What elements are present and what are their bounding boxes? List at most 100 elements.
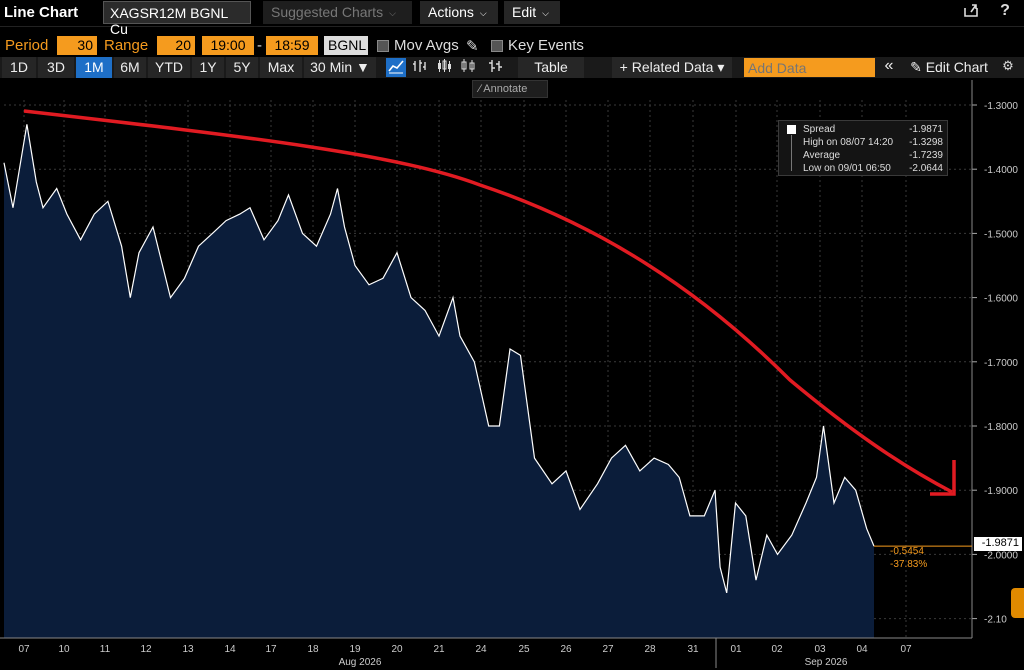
help-icon[interactable]: ? (1000, 2, 1010, 19)
time-start-input[interactable]: 19:00 (202, 36, 254, 55)
range-label: Range (104, 37, 149, 54)
chevron-down-icon: ⌵ (389, 7, 396, 18)
pencil-icon: ✎ (910, 59, 922, 75)
legend-series-value: -1.9871 (909, 124, 943, 135)
range-1m-button[interactable]: 1M (76, 57, 112, 78)
suggested-charts-menu[interactable]: Suggested Charts ⌵ (263, 1, 412, 24)
interval-label: 30 Min (310, 59, 353, 75)
period-input[interactable]: 30 (57, 36, 97, 55)
x-tick-label: 20 (391, 644, 403, 655)
bar-chart-icon[interactable] (410, 58, 430, 77)
edit-label: Edit (512, 4, 537, 20)
edit-menu[interactable]: Edit ⌵ (504, 1, 560, 24)
change-pct-label: -37.83% (890, 559, 928, 570)
x-month-label: Aug 2026 (339, 657, 382, 668)
time-end-input[interactable]: 18:59 (266, 36, 318, 55)
x-tick-label: 03 (814, 644, 826, 655)
y-tick-label: -2.10 (984, 615, 1007, 626)
x-tick-label: 11 (100, 644, 111, 655)
time-separator: - (257, 37, 262, 54)
x-tick-label: 10 (58, 644, 70, 655)
x-tick-label: 17 (265, 644, 277, 655)
x-tick-label: 19 (349, 644, 361, 655)
series-line (3, 124, 875, 594)
key-events-label: Key Events (508, 37, 584, 54)
add-data-input[interactable] (744, 58, 875, 77)
y-tick-label: -1.8000 (984, 422, 1018, 433)
chevron-down-icon: ⌵ (479, 7, 487, 18)
edit-chart-button[interactable]: ✎ Edit Chart (904, 57, 994, 78)
range-1d-button[interactable]: 1D (2, 57, 36, 78)
source-field[interactable]: BGNL (324, 36, 368, 55)
y-tick-label: -1.5000 (984, 229, 1018, 240)
range-input[interactable]: 20 (157, 36, 195, 55)
title-bar: Line Chart XAGSR12M BGNL Cu Suggested Ch… (0, 0, 1024, 37)
dropdown-arrow-icon: ▾ (717, 59, 725, 75)
y-tick-label: -1.7000 (984, 358, 1018, 369)
related-data-button[interactable]: + Related Data ▾ (612, 57, 732, 78)
x-month-label: Sep 2026 (805, 657, 848, 668)
legend-average-value: -1.7239 (909, 150, 943, 161)
side-panel-tab[interactable] (1011, 588, 1024, 618)
candlestick-icon[interactable] (434, 58, 454, 77)
y-tick-label: -1.4000 (984, 165, 1018, 176)
range-max-button[interactable]: Max (260, 57, 302, 78)
edit-chart-label: Edit Chart (925, 59, 988, 75)
legend-average-label: Average (803, 150, 841, 161)
x-tick-label: 28 (644, 644, 656, 655)
last-value-tag: -1.9871 (974, 537, 1022, 551)
range-1y-button[interactable]: 1Y (192, 57, 224, 78)
interval-select[interactable]: 30 Min ▼ (304, 57, 376, 78)
annotate-button[interactable]: ∕ Annotate (472, 80, 548, 98)
x-tick-label: 01 (730, 644, 742, 655)
y-tick-label: -2.0000 (984, 550, 1018, 561)
table-button[interactable]: Table (518, 57, 584, 78)
x-tick-label: 07 (900, 644, 912, 655)
annotate-pencil-icon: ∕ (479, 83, 481, 95)
x-tick-label: 21 (433, 644, 445, 655)
range-3d-button[interactable]: 3D (38, 57, 74, 78)
legend-stem (791, 135, 792, 171)
x-tick-label: 25 (518, 644, 530, 655)
period-label: Period (5, 37, 49, 54)
export-icon[interactable] (960, 2, 982, 24)
mov-avgs-label: Mov Avgs (394, 37, 459, 54)
x-tick-label: 07 (18, 644, 30, 655)
series-area (4, 124, 874, 639)
ticker-field[interactable]: XAGSR12M BGNL Cu (103, 1, 251, 37)
key-events-checkbox[interactable] (491, 40, 503, 52)
x-tick-label: 27 (602, 644, 614, 655)
x-axis: 07 10 11 12 13 14 17 18 19 20 21 24 25 26 27 28 31 01 02 03… (0, 637, 972, 668)
legend-box: Spread -1.9871 High on 08/07 14:20 -1.32… (778, 120, 948, 176)
x-tick-label: 13 (182, 644, 194, 655)
chevron-down-icon: ⌵ (542, 7, 549, 18)
range-ytd-button[interactable]: YTD (148, 57, 190, 78)
x-tick-label: 26 (560, 644, 572, 655)
legend-low-label: Low on 09/01 06:50 (803, 163, 891, 174)
x-tick-label: 02 (771, 644, 783, 655)
ohlc-icon[interactable] (486, 58, 506, 77)
params-bar: Period 30 Range 20 19:00 - 18:59 BGNL Mo… (0, 36, 1024, 56)
collapse-button[interactable]: « (878, 57, 900, 78)
x-tick-label: 31 (687, 644, 699, 655)
dropdown-arrow-icon: ▼ (356, 59, 370, 75)
range-6m-button[interactable]: 6M (114, 57, 146, 78)
x-tick-label: 14 (224, 644, 236, 655)
change-abs-label: -0.5454 (890, 546, 924, 557)
x-tick-label: 24 (475, 644, 487, 655)
x-tick-label: 04 (856, 644, 868, 655)
suggested-charts-label: Suggested Charts (271, 4, 384, 20)
legend-series-label: Spread (803, 124, 836, 135)
trend-arrow-head (930, 460, 956, 496)
legend-high-label: High on 08/07 14:20 (803, 137, 894, 148)
line-chart-icon[interactable] (386, 58, 406, 77)
mov-avgs-checkbox[interactable] (377, 40, 389, 52)
actions-menu[interactable]: Actions ⌵ (420, 1, 498, 24)
pencil-icon[interactable]: ✎ (466, 38, 479, 55)
range-5y-button[interactable]: 5Y (226, 57, 258, 78)
settings-icon[interactable]: ⚙ (1002, 58, 1014, 73)
x-tick-label: 12 (140, 644, 152, 655)
app-title: Line Chart (4, 4, 79, 21)
candlestick-hollow-icon[interactable] (458, 58, 478, 77)
